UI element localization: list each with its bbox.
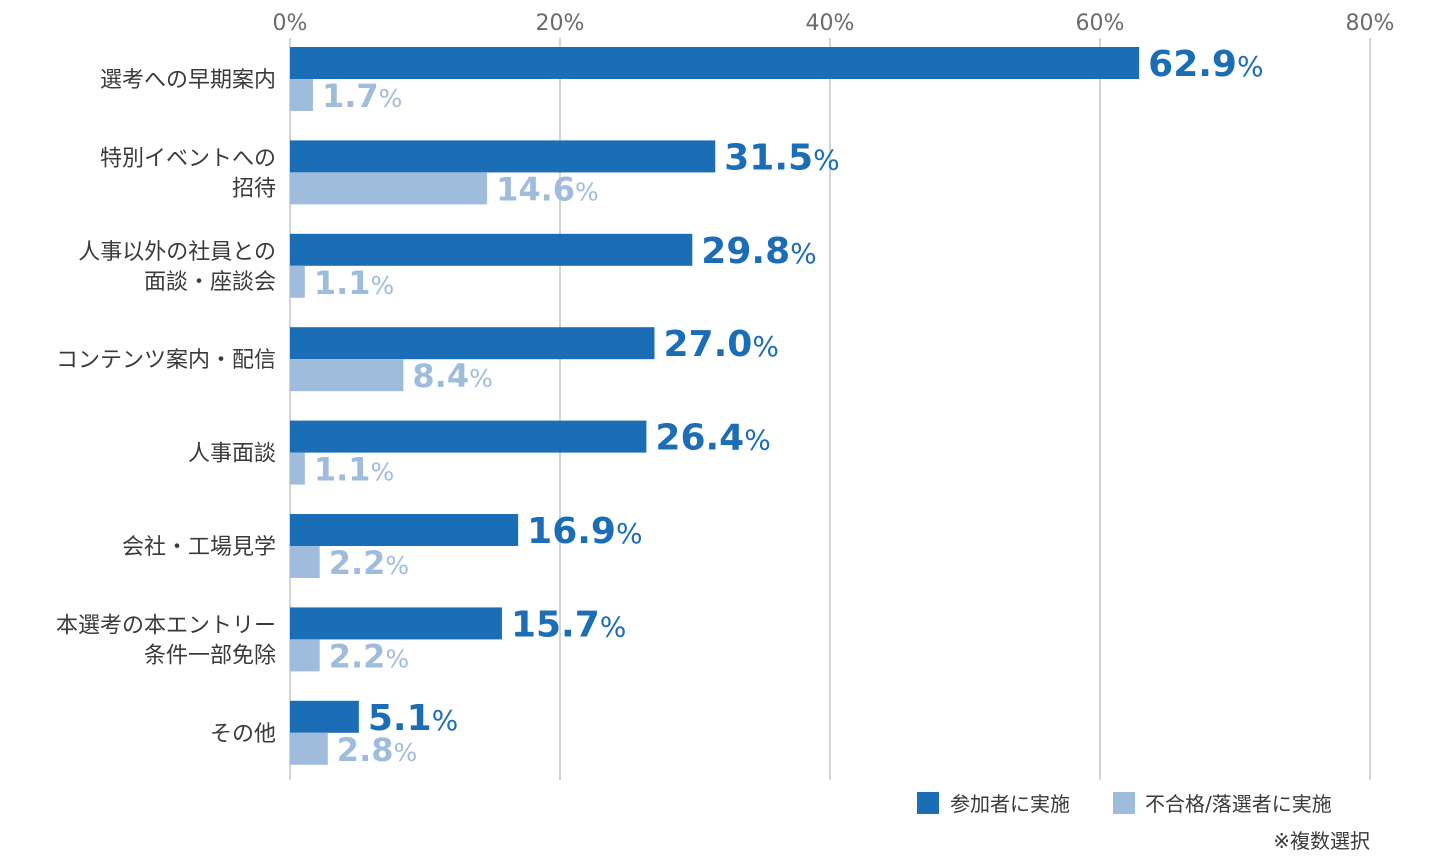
data-label: 1.7% (322, 77, 402, 115)
x-tick-label: 80% (1346, 11, 1395, 36)
data-label: 8.4% (412, 357, 492, 395)
bar (290, 140, 716, 173)
legend-label-participants: 参加者に実施 (950, 792, 1070, 816)
data-label: 2.2% (329, 637, 409, 675)
x-tick-label: 40% (806, 11, 855, 36)
bar (290, 47, 1140, 79)
category-label: その他 (210, 722, 276, 747)
category-label: 選考への早期案内 (100, 68, 276, 93)
data-label: 26.4% (655, 418, 770, 459)
bar (290, 514, 519, 546)
bars: 62.9% 1.7% 31.5% 14.6% 29.8% 1.1% 27.0% 8.4% 26.… (290, 44, 1264, 769)
x-tick-label: 60% (1076, 11, 1125, 36)
category-label: コンテンツ案内・配信 (56, 348, 276, 373)
bar (290, 607, 502, 640)
category-labels: 選考への早期案内特別イベントへの招待人事以外の社員との面談・座談会コンテンツ案内… (56, 68, 276, 747)
bar (290, 639, 320, 672)
data-label: 29.8% (701, 231, 816, 272)
data-label: 1.1% (314, 451, 394, 489)
bar (290, 732, 328, 765)
category-label: 会社・工場見学 (122, 535, 276, 560)
data-label: 27.0% (664, 324, 779, 365)
data-label: 31.5% (724, 137, 839, 178)
x-tick-label: 0% (273, 11, 308, 36)
data-label: 16.9% (527, 511, 642, 552)
bar (290, 327, 655, 360)
bar (290, 265, 305, 298)
data-label: 2.2% (329, 544, 409, 582)
legend-swatch-rejected (1113, 792, 1135, 814)
bar (290, 233, 693, 266)
category-label: 本選考の本エントリー条件一部免除 (56, 613, 276, 668)
legend: 参加者に実施 不合格/落選者に実施 (917, 792, 1332, 816)
data-label: 15.7% (511, 604, 626, 645)
category-label: 特別イベントへの招待 (100, 146, 276, 201)
data-label: 14.6% (496, 170, 599, 208)
bar (290, 172, 488, 205)
x-tick-label: 20% (536, 11, 585, 36)
x-axis-ticks: 0% 20% 40% 60% 80% (273, 11, 1395, 36)
data-label: 1.1% (314, 264, 394, 302)
bar (290, 79, 313, 111)
legend-label-rejected: 不合格/落選者に実施 (1145, 792, 1332, 816)
data-label: 62.9% (1148, 44, 1263, 85)
bar (290, 420, 647, 453)
data-label: 5.1% (368, 698, 458, 739)
bar (290, 546, 320, 578)
bar (290, 700, 359, 733)
category-label: 人事面談 (188, 442, 276, 467)
category-label: 人事以外の社員との面談・座談会 (78, 240, 276, 295)
legend-swatch-participants (917, 792, 939, 814)
bar (290, 359, 404, 392)
data-label: 2.8% (337, 731, 417, 769)
multiple-choice-note: ※複数選択 (1273, 829, 1370, 853)
bar (290, 452, 305, 485)
